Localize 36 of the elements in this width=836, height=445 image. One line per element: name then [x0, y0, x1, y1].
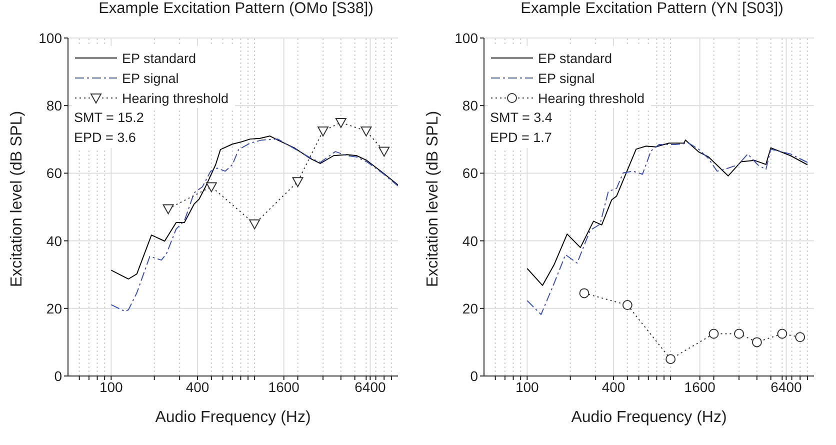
y-axis-title: Excitation level (dB SPL) [424, 110, 442, 287]
y-tick-label: 20 [462, 300, 478, 316]
y-tick-label: 80 [462, 98, 478, 114]
y-tick-label: 40 [462, 232, 478, 249]
y-tick-label: 0 [470, 368, 478, 384]
legend-label: EP signal [122, 70, 179, 86]
annotation: SMT = 15.2 [72, 108, 144, 128]
x-tick-label: 100 [515, 378, 540, 395]
legend-label: EP standard [538, 50, 612, 66]
x-tick-label: 6400 [770, 378, 802, 395]
y-tick-label: 20 [46, 300, 62, 316]
y-tick-label: 100 [454, 30, 478, 46]
x-axis-title: Audio Frequency (Hz) [155, 409, 311, 426]
x-tick-label: 400 [602, 378, 626, 395]
y-tick-label: 100 [38, 30, 62, 46]
y-tick-label: 40 [46, 232, 62, 249]
annotation: EPD = 3.6 [72, 128, 136, 148]
chart-title: Example Excitation Pattern (YN [S03]) [520, 0, 784, 19]
y-tick-label: 60 [462, 165, 478, 182]
x-tick-label: 1600 [268, 378, 300, 395]
x-axis-title: Audio Frequency (Hz) [571, 409, 727, 426]
x-tick-label: 1600 [684, 378, 716, 395]
y-tick-label: 80 [46, 98, 62, 114]
legend-label: EP signal [538, 70, 595, 86]
x-tick-label: 100 [99, 378, 124, 395]
x-tick-label: 400 [186, 378, 210, 395]
annotation: SMT = 3.4 [488, 108, 552, 128]
annotation: EPD = 1.7 [488, 128, 552, 148]
legend-label: EP standard [122, 50, 196, 66]
x-tick-label: 6400 [354, 378, 386, 395]
y-tick-label: 60 [46, 165, 62, 182]
y-axis-title: Excitation level (dB SPL) [8, 110, 26, 287]
chart-title: Example Excitation Pattern (OMo [S38]) [98, 0, 374, 19]
legend-label: Hearing threshold [122, 90, 229, 106]
y-tick-label: 0 [54, 368, 62, 384]
legend-label: Hearing threshold [538, 90, 645, 106]
